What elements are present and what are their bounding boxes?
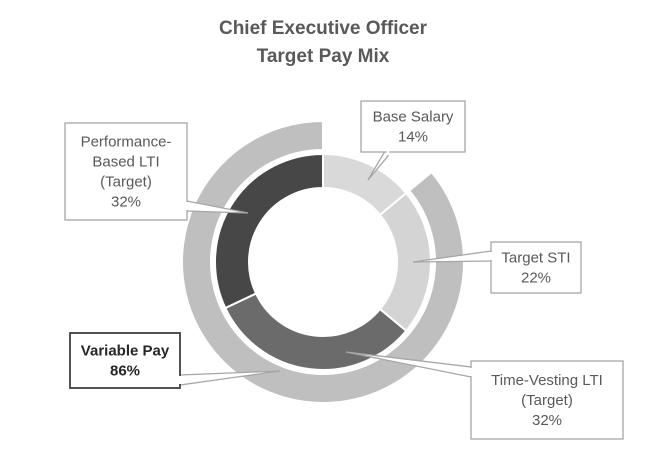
data-label-base-salary-line-1: Base Salary <box>373 109 454 126</box>
data-label-performance-based-lti-target-line-3: (Target) <box>100 174 152 191</box>
chart-title-line-2: Target Pay Mix <box>256 46 390 67</box>
outer-slice-variable-pay <box>181 119 465 404</box>
callout-box-variable-pay <box>69 332 181 389</box>
data-label-variable-pay-line-2: 86% <box>110 363 140 380</box>
data-label-target-sti-line-1: Target STI <box>501 250 570 267</box>
inner-slice-performance-based-lti-target <box>214 152 324 310</box>
callout-box-time-vesting-lti-target <box>470 360 624 440</box>
data-label-performance-based-lti-target-line-2: Based LTI <box>92 154 159 171</box>
data-label-performance-based-lti-target-line-4: 32% <box>111 194 141 211</box>
callout-box-performance-based-lti-target <box>64 122 188 221</box>
callout-box-base-salary <box>360 100 466 153</box>
data-label-performance-based-lti-target-line-1: Performance- <box>81 134 172 151</box>
callout-box-target-sti <box>490 241 582 294</box>
data-label-variable-pay-line-1: Variable Pay <box>81 343 170 360</box>
data-label-time-vesting-lti-target-line-3: 32% <box>532 412 562 429</box>
data-label-time-vesting-lti-target-line-2: (Target) <box>521 392 573 409</box>
data-label-time-vesting-lti-target-line-1: Time-Vesting LTI <box>491 372 603 389</box>
data-label-target-sti-line-2: 22% <box>521 270 551 287</box>
chart-title-line-1: Chief Executive Officer <box>218 18 428 39</box>
data-label-base-salary-line-2: 14% <box>398 129 428 146</box>
inner-slice-time-vesting-lti-target <box>223 292 408 371</box>
